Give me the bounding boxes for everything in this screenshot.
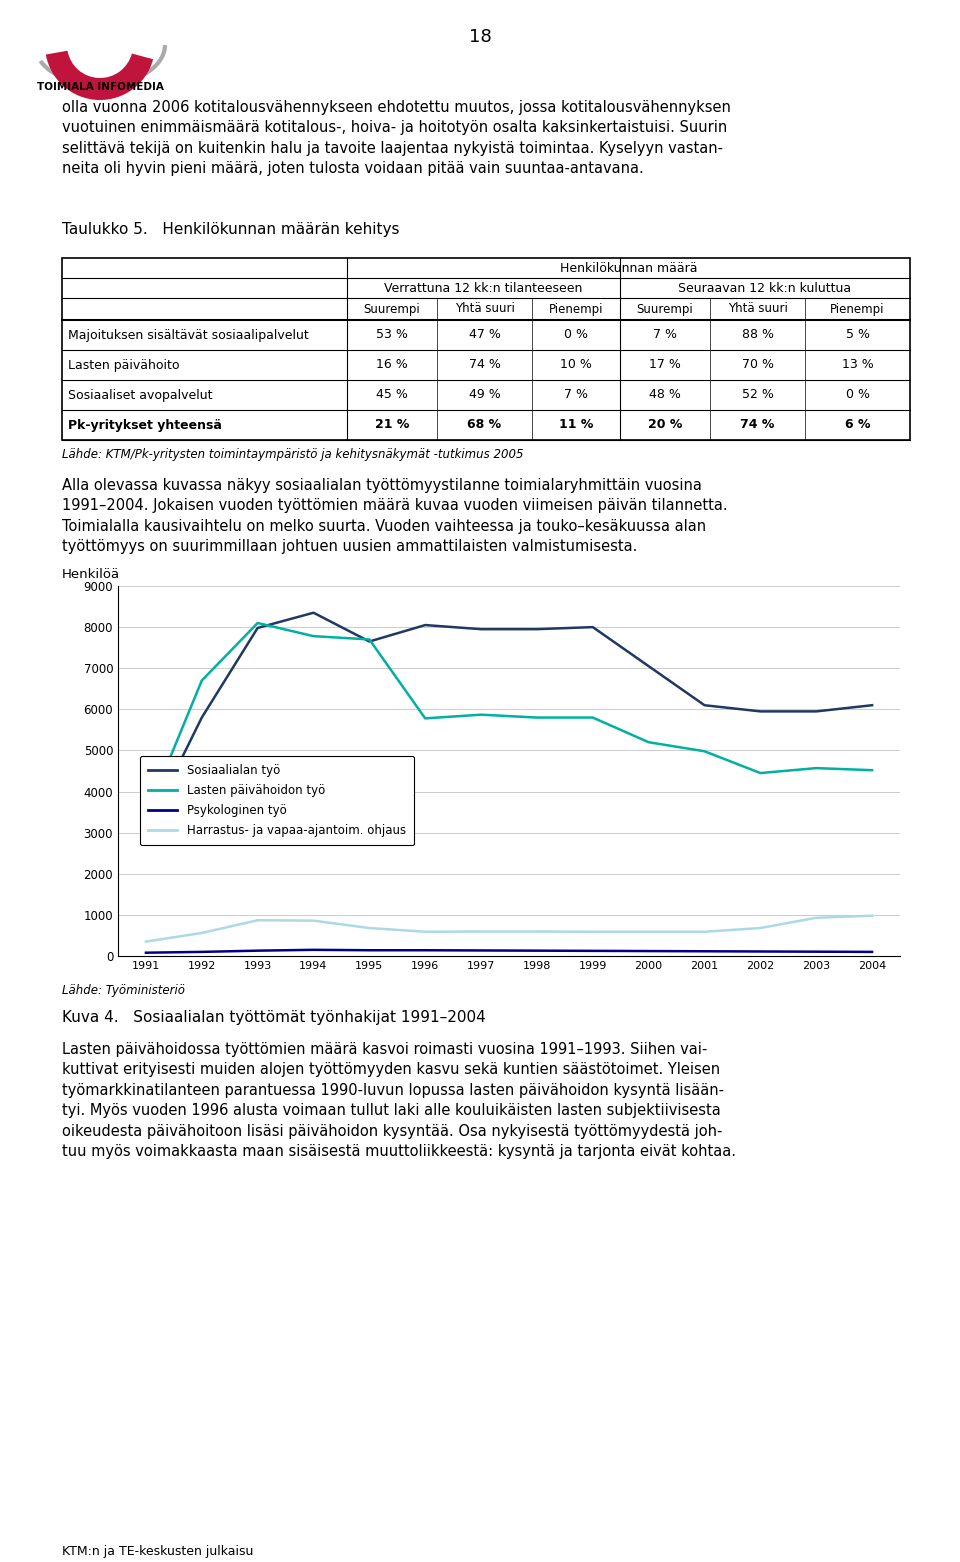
Text: 16 %: 16 %	[376, 359, 408, 372]
Text: 10 %: 10 %	[560, 359, 592, 372]
Text: 52 %: 52 %	[741, 389, 774, 401]
Text: 21 %: 21 %	[374, 419, 409, 431]
Text: Kuva 4.   Sosiaalialan työttömät työnhakijat 1991–2004: Kuva 4. Sosiaalialan työttömät työnhakij…	[62, 1011, 486, 1025]
Text: 47 %: 47 %	[468, 328, 500, 342]
Text: Alla olevassa kuvassa näkyy sosiaalialan työttömyystilanne toimialaryhmittäin vu: Alla olevassa kuvassa näkyy sosiaalialan…	[62, 478, 728, 555]
Text: 18: 18	[468, 28, 492, 45]
Text: 5 %: 5 %	[846, 328, 870, 342]
Wedge shape	[46, 50, 154, 100]
Bar	[62, 258, 910, 440]
Text: Pienempi: Pienempi	[830, 303, 885, 316]
Text: 68 %: 68 %	[468, 419, 501, 431]
Text: TOIMIALA INFOMEDIA: TOIMIALA INFOMEDIA	[36, 81, 163, 92]
Text: 0 %: 0 %	[846, 389, 870, 401]
Text: Suurempi: Suurempi	[364, 303, 420, 316]
Text: olla vuonna 2006 kotitalousvähennykseen ehdotettu muutos, jossa kotitalousvähenn: olla vuonna 2006 kotitalousvähennykseen …	[62, 100, 731, 177]
Text: 13 %: 13 %	[842, 359, 874, 372]
Text: Majoituksen sisältävät sosiaalipalvelut: Majoituksen sisältävät sosiaalipalvelut	[68, 328, 309, 342]
Text: KTM:n ja TE-keskusten julkaisu: KTM:n ja TE-keskusten julkaisu	[62, 1545, 253, 1557]
Text: 74 %: 74 %	[740, 419, 775, 431]
Text: 45 %: 45 %	[376, 389, 408, 401]
Text: Yhtä suuri: Yhtä suuri	[455, 303, 515, 316]
Text: 53 %: 53 %	[376, 328, 408, 342]
Text: Verrattuna 12 kk:n tilanteeseen: Verrattuna 12 kk:n tilanteeseen	[384, 281, 583, 295]
Text: Sosiaaliset avopalvelut: Sosiaaliset avopalvelut	[68, 389, 212, 401]
Text: 7 %: 7 %	[564, 389, 588, 401]
Text: Pk-yritykset yhteensä: Pk-yritykset yhteensä	[68, 419, 222, 431]
Text: Taulukko 5.   Henkilökunnan määrän kehitys: Taulukko 5. Henkilökunnan määrän kehitys	[62, 222, 399, 237]
Text: 74 %: 74 %	[468, 359, 500, 372]
Text: Henkilöä: Henkilöä	[62, 569, 120, 581]
Text: 17 %: 17 %	[649, 359, 681, 372]
Text: 88 %: 88 %	[741, 328, 774, 342]
Text: Lasten päivähoidossa työttömien määrä kasvoi roimasti vuosina 1991–1993. Siihen : Lasten päivähoidossa työttömien määrä ka…	[62, 1042, 736, 1159]
Text: 49 %: 49 %	[468, 389, 500, 401]
Text: Yhtä suuri: Yhtä suuri	[728, 303, 787, 316]
Text: 7 %: 7 %	[653, 328, 677, 342]
Text: Henkilökunnan määrä: Henkilökunnan määrä	[560, 261, 697, 275]
Text: 20 %: 20 %	[648, 419, 683, 431]
Text: 48 %: 48 %	[649, 389, 681, 401]
Text: Lähde: KTM/Pk-yritysten toimintaympäristö ja kehitysnäkymät -tutkimus 2005: Lähde: KTM/Pk-yritysten toimintaympärist…	[62, 448, 523, 461]
Text: 11 %: 11 %	[559, 419, 593, 431]
Text: Lähde: Työministeriö: Lähde: Työministeriö	[62, 984, 185, 997]
Text: Pienempi: Pienempi	[549, 303, 603, 316]
Text: 0 %: 0 %	[564, 328, 588, 342]
Text: Seuraavan 12 kk:n kuluttua: Seuraavan 12 kk:n kuluttua	[679, 281, 852, 295]
Text: 6 %: 6 %	[845, 419, 871, 431]
Text: Lasten päivähoito: Lasten päivähoito	[68, 359, 180, 372]
Legend: Sosiaalialan työ, Lasten päivähoidon työ, Psykologinen työ, Harrastus- ja vapaa-: Sosiaalialan työ, Lasten päivähoidon työ…	[139, 756, 414, 845]
Text: Suurempi: Suurempi	[636, 303, 693, 316]
Text: 70 %: 70 %	[741, 359, 774, 372]
